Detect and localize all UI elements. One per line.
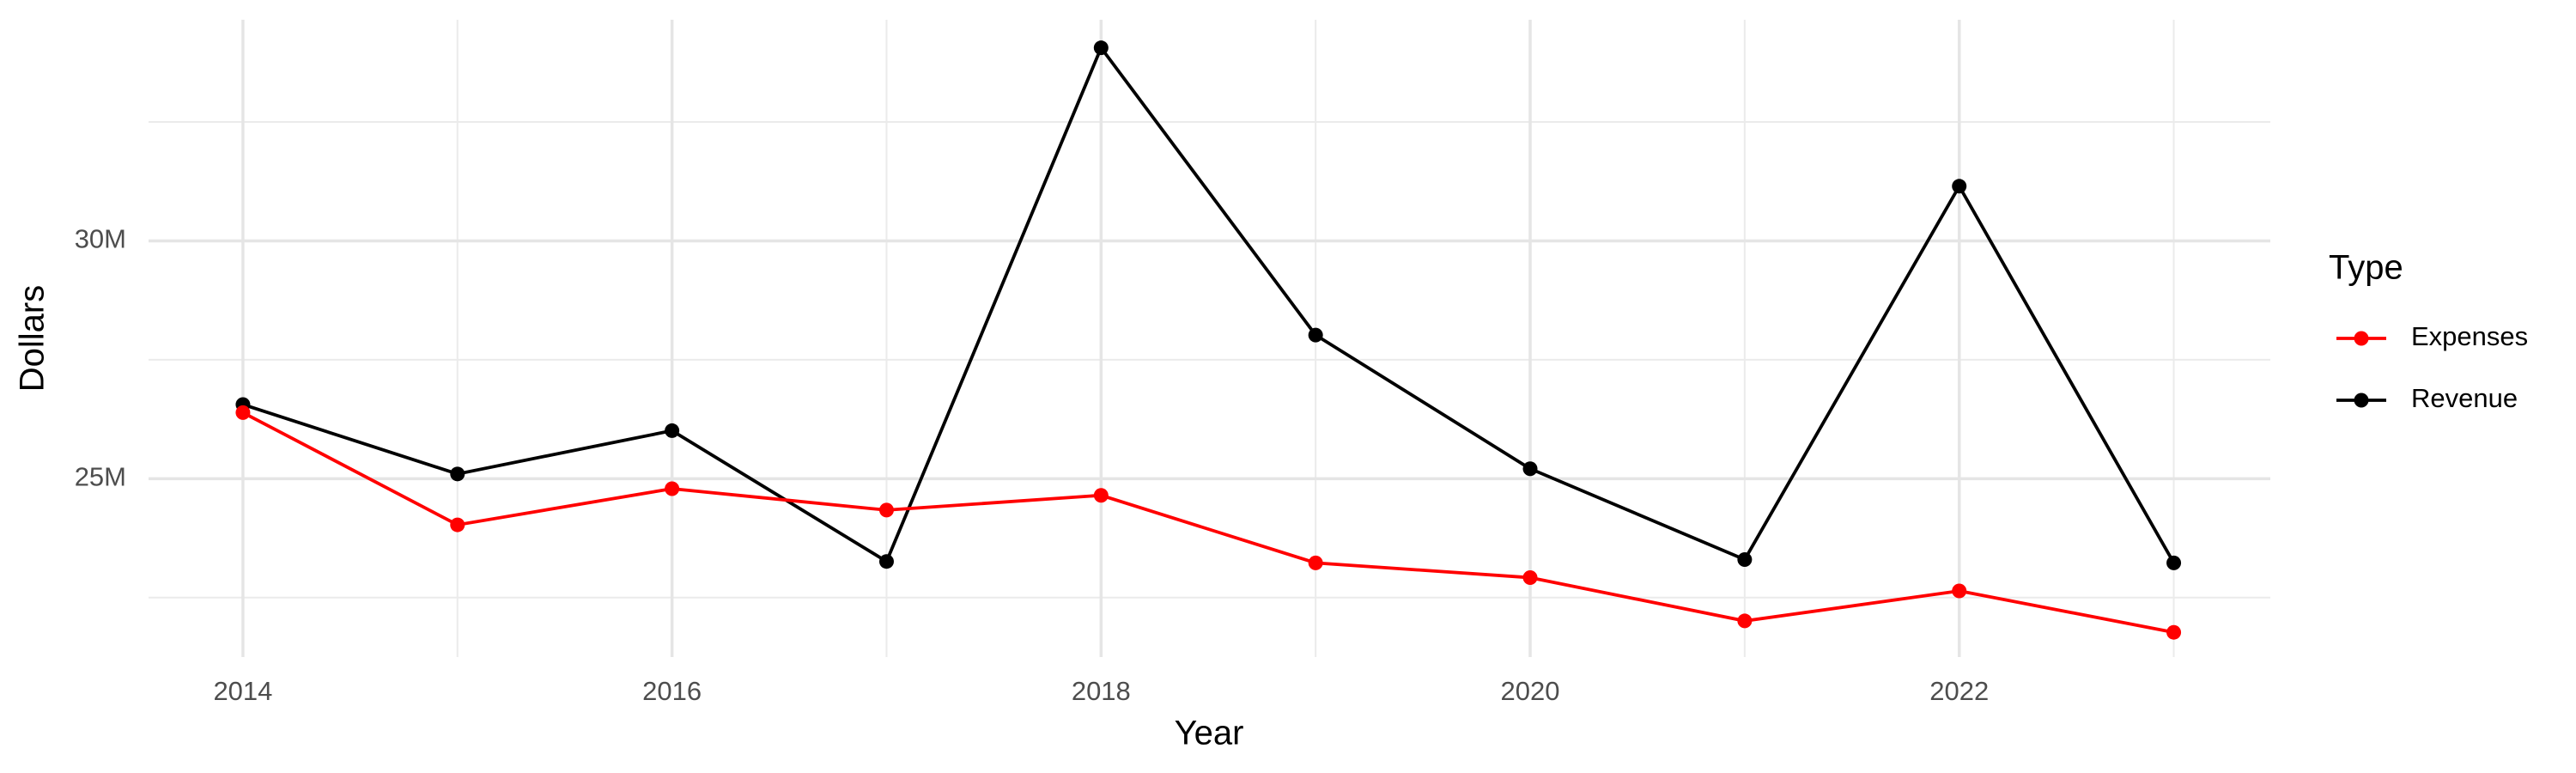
data-point — [1093, 488, 1109, 503]
data-point — [1737, 613, 1753, 629]
legend-marker — [2354, 393, 2369, 408]
data-point — [1308, 555, 1323, 570]
data-point — [665, 481, 680, 496]
data-point — [1952, 583, 1967, 599]
data-point — [450, 466, 465, 482]
x-tick-label: 2022 — [1929, 676, 1989, 706]
data-point — [1308, 327, 1323, 343]
data-point — [1522, 461, 1538, 477]
data-point — [1737, 551, 1753, 567]
data-point — [235, 405, 251, 420]
legend-label: Expenses — [2411, 321, 2528, 351]
series-line — [242, 44, 2176, 564]
data-point — [878, 502, 894, 518]
data-point — [665, 423, 680, 438]
x-axis-title: Year — [1175, 715, 1244, 752]
x-tick-label: 2018 — [1072, 676, 1131, 706]
legend-title: Type — [2329, 249, 2403, 287]
x-tick-label: 2014 — [213, 676, 272, 706]
data-point — [2166, 624, 2182, 640]
y-tick-label: 30M — [75, 224, 126, 254]
y-axis-title: Dollars — [14, 285, 52, 392]
data-point — [1093, 40, 1109, 56]
data-point — [1952, 179, 1967, 194]
data-point — [878, 554, 894, 569]
data-point — [450, 517, 465, 533]
series-line — [242, 411, 2174, 635]
data-point — [1522, 570, 1538, 586]
y-tick-label: 25M — [75, 462, 126, 492]
legend-marker — [2354, 331, 2369, 346]
x-tick-label: 2016 — [642, 676, 702, 706]
legend-label: Revenue — [2411, 383, 2518, 413]
x-tick-label: 2020 — [1501, 676, 1560, 706]
data-point — [2166, 555, 2182, 570]
